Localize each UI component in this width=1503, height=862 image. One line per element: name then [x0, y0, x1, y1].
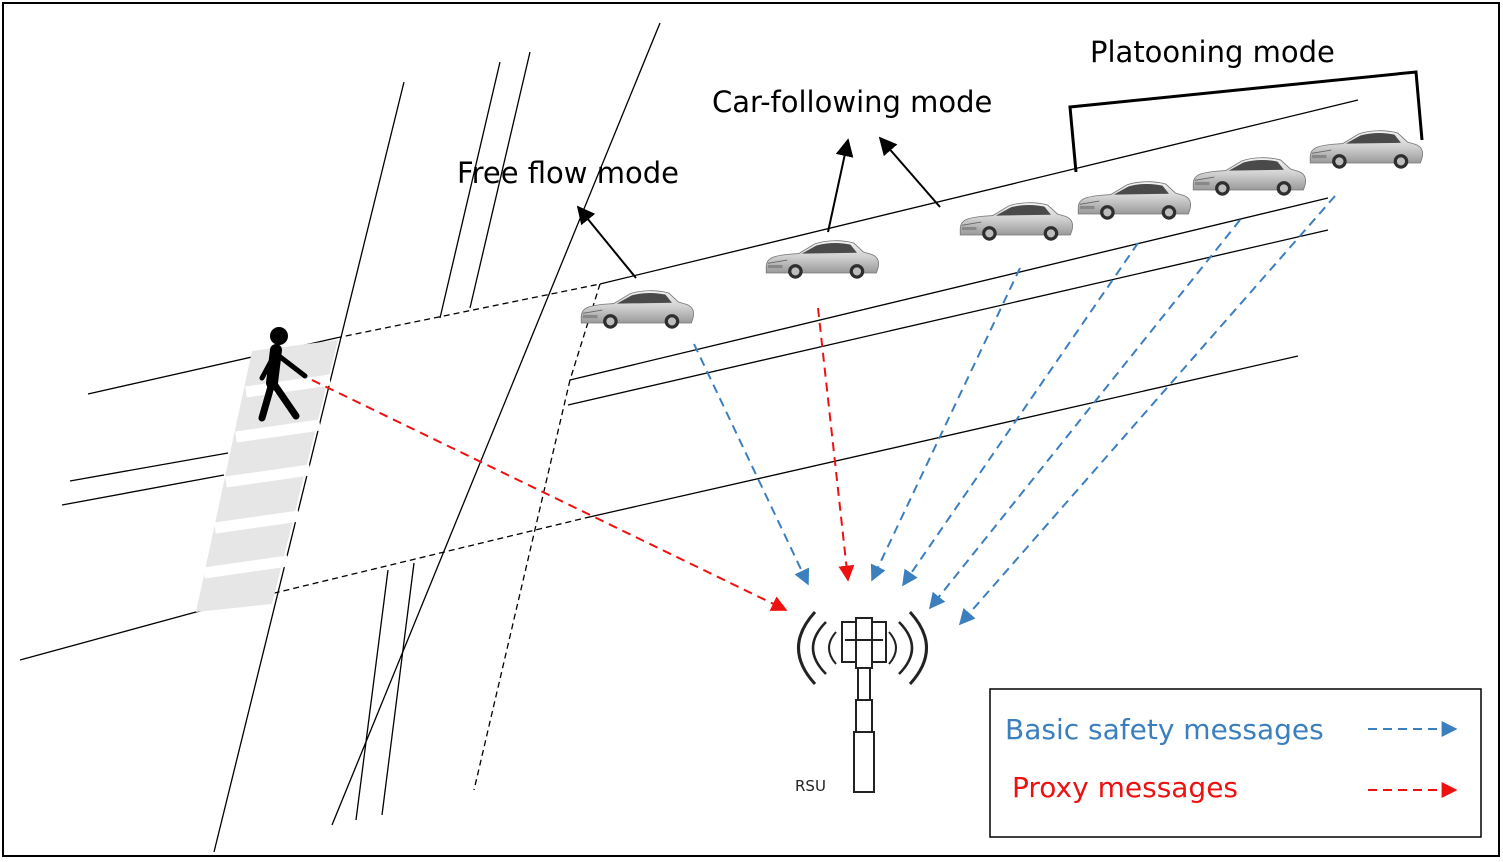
car-icon: [1192, 157, 1307, 197]
crosswalk: [196, 340, 338, 612]
car-following-mode-label: Car-following mode: [712, 85, 992, 119]
car-icon: [765, 240, 880, 280]
rsu-tower-icon: [797, 610, 928, 793]
platooning-mode-label: Platooning mode: [1090, 35, 1335, 69]
legend-proxy-label: Proxy messages: [1012, 771, 1238, 804]
legend: Basic safety messages Proxy messages: [989, 688, 1482, 838]
proxy-message-arrows: [311, 307, 855, 611]
mode-pointer-arrows: [576, 136, 941, 279]
road-lines: [19, 22, 1359, 853]
legend-box: [989, 688, 1482, 838]
free-flow-mode-label: Free flow mode: [457, 156, 679, 190]
platooning-bracket: [1068, 70, 1424, 173]
car-icon: [1309, 130, 1424, 170]
basic-safety-message-arrows: [693, 195, 1336, 626]
car-icon: [580, 290, 695, 330]
rsu-label: RSU: [795, 777, 826, 795]
legend-basic-safety-label: Basic safety messages: [1005, 713, 1324, 746]
car-icon: [959, 202, 1074, 242]
car-icon: [1077, 181, 1192, 221]
pedestrian-icon: [258, 327, 308, 422]
